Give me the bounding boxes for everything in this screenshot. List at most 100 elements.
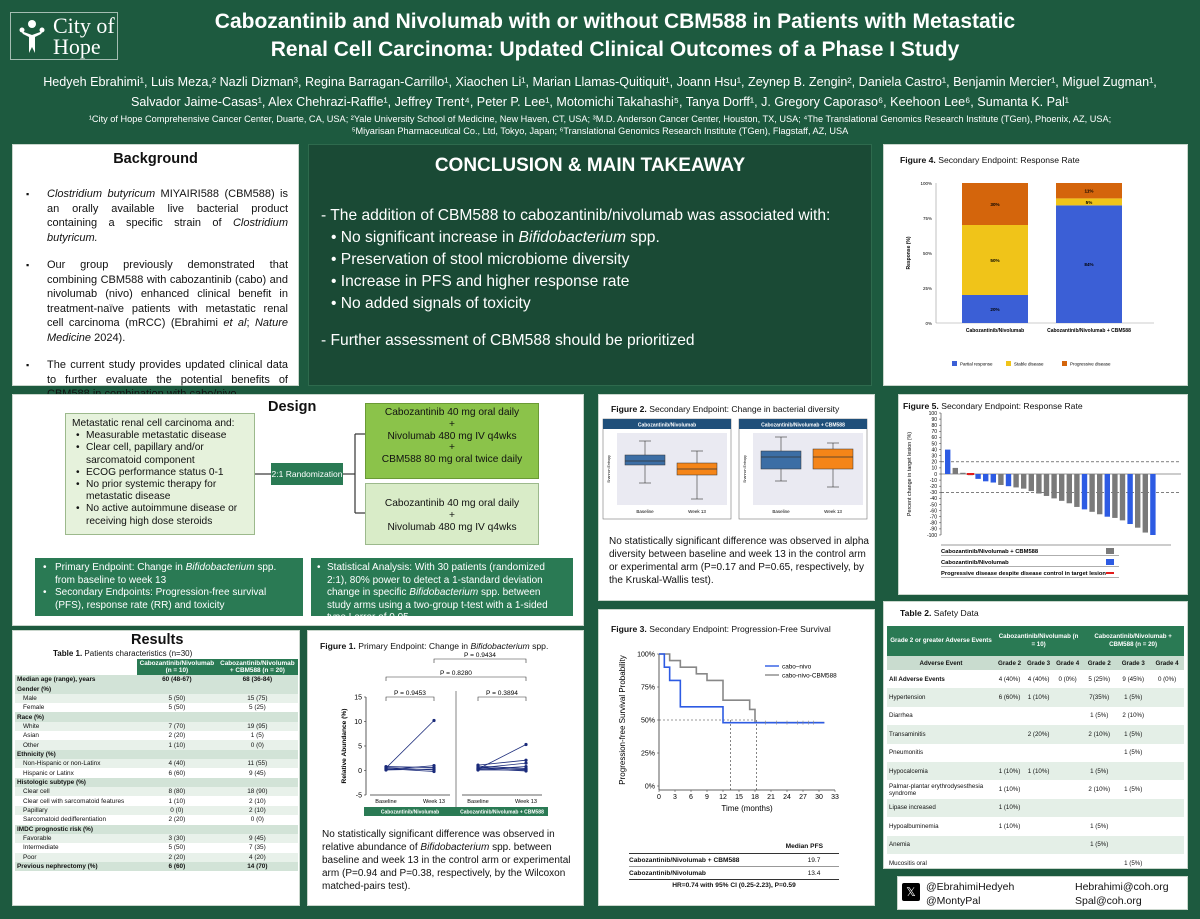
table-2-caption: Table 2. Safety Data bbox=[900, 608, 979, 618]
figure-3-caption: Figure 3. Secondary Endpoint: Progressio… bbox=[611, 624, 831, 634]
waterfall-bar bbox=[1028, 474, 1034, 492]
bar-data-label: 5% bbox=[1086, 200, 1093, 205]
f4ct: Secondary Endpoint: Response Rate bbox=[935, 155, 1080, 165]
row-label: Ethnicity (%) bbox=[15, 749, 137, 760]
waterfall-bar bbox=[1051, 474, 1057, 499]
y-tick-label: 90 bbox=[931, 417, 937, 423]
ae-value bbox=[1150, 744, 1184, 762]
conclusion-panel: CONCLUSION & MAIN TAKEAWAY - The additio… bbox=[308, 144, 872, 386]
ae-row: Transaminitis 2 (20%) 2 (10%) 1 (5%) bbox=[887, 725, 1184, 744]
bullet-icon: • bbox=[76, 466, 80, 478]
row-label: Poor bbox=[15, 852, 137, 862]
row-value: 19 (95) bbox=[216, 721, 298, 732]
table-row: IMDC prognostic risk (%) bbox=[15, 824, 298, 834]
ae-value bbox=[1053, 744, 1082, 762]
baseline-point bbox=[384, 765, 388, 770]
background-bullet-2: Our group previously demonstrated that c… bbox=[23, 258, 288, 345]
ae-value: 1 (5%) bbox=[1124, 749, 1143, 757]
y-tick-label: 25% bbox=[923, 286, 932, 291]
row-value bbox=[137, 777, 217, 788]
waterfall-bar bbox=[1150, 474, 1156, 535]
y-tick-label: 70 bbox=[931, 429, 937, 435]
table-2-panel: Table 2. Safety Data Grade 2 or greater … bbox=[883, 601, 1188, 869]
figure-2-note: No statistically significant difference … bbox=[609, 536, 869, 586]
ae-value: 2 (10%) bbox=[1082, 725, 1117, 744]
pair-line bbox=[477, 762, 527, 769]
km-curve bbox=[659, 653, 825, 724]
figure-2-caption: Figure 2. Secondary Endpoint: Change in … bbox=[611, 404, 839, 414]
ae-label: Mucositis oral bbox=[889, 859, 927, 867]
waterfall-bar bbox=[1127, 474, 1133, 525]
results-heading: Results bbox=[131, 632, 184, 648]
ae-value bbox=[1053, 761, 1083, 781]
ae-value bbox=[1150, 835, 1184, 854]
week13-point bbox=[524, 742, 528, 747]
baseline-point bbox=[476, 766, 480, 771]
y-tick-label: 80 bbox=[931, 423, 937, 429]
row-value: 0 (0) bbox=[137, 805, 217, 816]
ae-value bbox=[1053, 688, 1083, 707]
left-subplot-title: Cabozantinib/Nivolumab bbox=[638, 423, 696, 429]
ae-row: Hypoalbuminemia 1 (10%) 1 (5%) bbox=[887, 817, 1184, 835]
pfs-row2-label: Cabozantinib/Nivolumab bbox=[629, 869, 706, 877]
eligibility-item: • No active autoimmune disease or receivi… bbox=[76, 503, 248, 527]
ae-value: 1 (10%) bbox=[995, 761, 1025, 781]
ae-value: 1 (5%) bbox=[1082, 835, 1117, 854]
row-label: Non-Hispanic or non-Latinx bbox=[15, 759, 137, 769]
y-axis-label: Shannon Entropy bbox=[607, 455, 611, 483]
waterfall-bar bbox=[1013, 474, 1019, 488]
row-label: Clear cell with sarcomatoid features bbox=[23, 797, 125, 805]
affiliations: ¹City of Hope Comprehensive Cancer Cente… bbox=[40, 113, 1160, 137]
ae-value bbox=[1082, 744, 1116, 762]
ae-value: 2 (10%) bbox=[1088, 786, 1111, 794]
row-value: 60 (48-67) bbox=[137, 675, 217, 685]
figure-2-panel: Figure 2. Secondary Endpoint: Change in … bbox=[598, 394, 875, 601]
logo-word-2: Hope bbox=[53, 34, 101, 59]
x-tick-label: Baseline bbox=[467, 799, 488, 805]
x-tick-label: Baseline bbox=[772, 509, 790, 514]
figure-1-note: No statistically significant difference … bbox=[322, 828, 574, 893]
row-value: 15 (75) bbox=[216, 693, 298, 704]
twitter-handle-1[interactable]: @EbrahimiHedyeh bbox=[926, 881, 1015, 893]
figure-1-caption: Figure 1. Primary Endpoint: Change in Bi… bbox=[320, 641, 548, 651]
row-value bbox=[137, 749, 217, 760]
waterfall-bar bbox=[975, 474, 981, 479]
email-1[interactable]: Hebrahimi@coh.org bbox=[1075, 881, 1169, 893]
bar-segment bbox=[962, 183, 1028, 225]
conclusion-point-2: • Preservation of stool microbiome diver… bbox=[331, 251, 630, 268]
ep1i: Bifidobacterium bbox=[185, 562, 255, 573]
pair-line bbox=[477, 759, 527, 766]
table-row: White 7 (70) 19 (95) bbox=[15, 721, 298, 732]
row-value: 11 (55) bbox=[216, 759, 298, 769]
eligibility-text: ECOG performance status 0-1 bbox=[86, 466, 224, 478]
x-tick-label: 15 bbox=[735, 794, 743, 801]
ae-value bbox=[1116, 761, 1151, 781]
email-2[interactable]: Spal@coh.org bbox=[1075, 895, 1142, 907]
t2-h-g3a: Grade 3 bbox=[1024, 656, 1054, 670]
ep1a: Primary Endpoint: Change in bbox=[55, 562, 186, 573]
eligibility-text: Clear cell, papillary and/or sarcomatoid… bbox=[86, 442, 204, 466]
ae-value bbox=[1150, 761, 1184, 781]
bar-data-label: 50% bbox=[990, 258, 999, 263]
conclusion-point-3: • Increase in PFS and higher response ra… bbox=[331, 273, 630, 290]
week13-point bbox=[524, 758, 528, 762]
y-tick-label: -30 bbox=[930, 490, 937, 496]
ae-value bbox=[1116, 817, 1150, 835]
twitter-handle-2[interactable]: @MontyPal bbox=[926, 895, 981, 907]
y-axis-label: Response (%) bbox=[906, 236, 912, 269]
week13-point bbox=[432, 718, 436, 723]
hazard-ratio: HR=0.74 with 95% CI (0.25-2.23), P=0.59 bbox=[672, 882, 796, 889]
conclusion-point-1: • No significant increase in Bifidobacte… bbox=[321, 227, 830, 249]
x-tick-label: Week 13 bbox=[515, 799, 537, 805]
figure-4-panel: Figure 4. Secondary Endpoint: Response R… bbox=[883, 144, 1188, 386]
ae-value bbox=[1024, 744, 1053, 762]
ae-value: 2 (10%) bbox=[1122, 712, 1145, 720]
cp1i: Bifidobacterium bbox=[518, 229, 626, 246]
t1-col-1: Cabozantinib/Nivolumab (n = 10) bbox=[137, 659, 217, 675]
table-row: Female 5 (50) 5 (25) bbox=[15, 703, 298, 712]
pfs-table-head: Median PFS bbox=[629, 843, 839, 854]
x-tick-label: Week 13 bbox=[824, 509, 842, 514]
y-tick-label: 75% bbox=[641, 685, 655, 692]
row-label: Gender (%) bbox=[15, 684, 137, 694]
f1nb: spp. between baseline and week 13 in the… bbox=[322, 842, 571, 892]
